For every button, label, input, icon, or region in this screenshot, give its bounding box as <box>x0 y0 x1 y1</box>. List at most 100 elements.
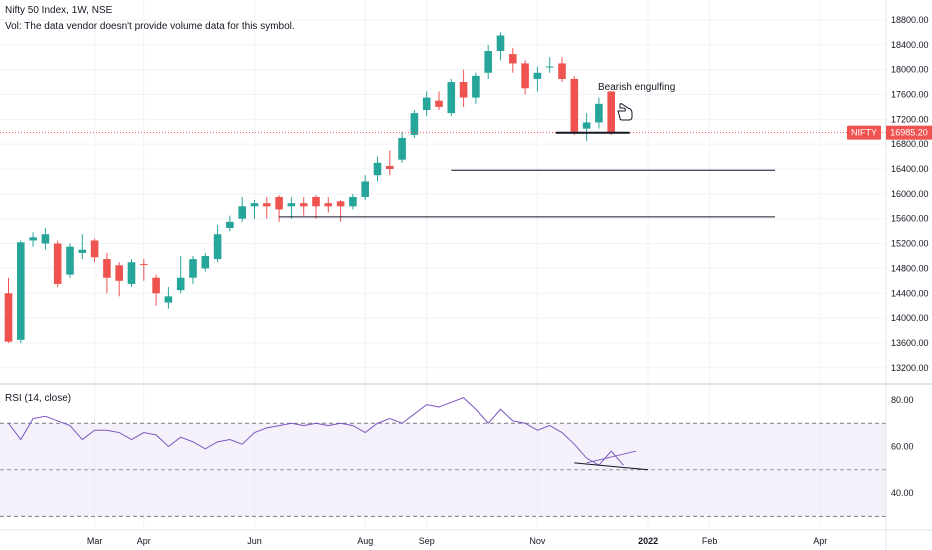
hand-shape <box>617 103 633 121</box>
candle-body <box>496 35 505 52</box>
candle-body <box>558 63 566 79</box>
candle-body <box>29 237 37 241</box>
candle-body <box>422 97 431 111</box>
candle-body <box>41 234 50 244</box>
candle-body <box>213 234 222 260</box>
price-tick-label: 16800.00 <box>891 139 929 149</box>
price-tick-label: 16000.00 <box>891 189 929 199</box>
rsi-tick-label: 40.00 <box>891 488 914 498</box>
candle-body <box>176 277 185 291</box>
candle-body <box>582 122 591 129</box>
price-tick-label: 18000.00 <box>891 65 929 75</box>
candle-body <box>312 196 320 207</box>
candle-body <box>66 246 74 275</box>
candle-body <box>115 265 123 281</box>
price-tick-label: 16400.00 <box>891 164 929 174</box>
price-tick-label: 13600.00 <box>891 338 929 348</box>
candle-body <box>250 203 259 207</box>
time-tick-label: Mar <box>87 536 103 546</box>
candle-body <box>4 293 13 342</box>
time-tick-label: Apr <box>137 536 151 546</box>
rsi-divergence-line <box>574 462 649 471</box>
volume-note: Vol: The data vendor doesn't provide vol… <box>5 21 295 32</box>
candle-body <box>299 203 308 207</box>
rsi-tick-label: 80.00 <box>891 395 914 405</box>
time-tick-label: Sep <box>419 536 435 546</box>
candle-body <box>447 82 456 114</box>
time-tick-label: 2022 <box>638 536 658 546</box>
candle-body <box>570 78 579 132</box>
price-tick-label: 14000.00 <box>891 313 929 323</box>
price-tick-label: 15600.00 <box>891 214 929 224</box>
candle-body <box>189 259 197 278</box>
candle-body <box>410 113 419 135</box>
rsi-tick-label: 60.00 <box>891 442 914 452</box>
candle-body <box>263 203 271 207</box>
price-tick-label: 18400.00 <box>891 40 929 50</box>
last-price-badge: NIFTY 16985.20 <box>847 125 932 140</box>
time-tick-label: Nov <box>529 536 546 546</box>
candle-body <box>164 296 173 303</box>
candlestick-series <box>4 32 615 343</box>
candle-body <box>386 165 394 170</box>
price-badge-value: 16985.20 <box>890 128 928 138</box>
pointing-hand-icon <box>617 103 633 121</box>
support-lines <box>0 131 886 218</box>
price-tick-label: 14400.00 <box>891 288 929 298</box>
candle-body <box>201 255 210 269</box>
rsi-axis-labels[interactable]: 80.00 60.00 40.00 <box>891 395 914 498</box>
candle-body <box>140 264 148 266</box>
candle-body <box>545 66 554 68</box>
candle-body <box>53 243 62 284</box>
candle-body <box>398 137 406 160</box>
price-tick-label: 17200.00 <box>891 114 929 124</box>
annotation-bearish-engulfing: Bearish engulfing <box>598 82 675 93</box>
candle-body <box>472 75 480 98</box>
candle-body <box>533 72 542 79</box>
candle-body <box>103 259 111 278</box>
candle-body <box>152 277 160 294</box>
price-badge-symbol-bg <box>847 125 881 140</box>
candle-body <box>349 196 357 207</box>
rsi-indicator-title[interactable]: RSI (14, close) <box>5 393 72 404</box>
time-tick-label: Jun <box>247 536 262 546</box>
price-tick-label: 18800.00 <box>891 15 929 25</box>
price-badge-value-bg <box>886 125 932 140</box>
candle-body <box>607 91 615 133</box>
candle-body <box>324 203 333 207</box>
candle-body <box>521 63 529 89</box>
candle-body <box>435 100 443 107</box>
time-tick-label: Aug <box>357 536 373 546</box>
candle-body <box>287 203 296 207</box>
price-tick-label: 14800.00 <box>891 263 929 273</box>
chart-title: Nifty 50 Index, 1W, NSE <box>5 5 113 16</box>
time-tick-label: Apr <box>813 536 827 546</box>
candle-body <box>78 249 87 253</box>
price-tick-label: 17600.00 <box>891 89 929 99</box>
annotations: Bearish engulfing <box>598 82 675 121</box>
price-tick-label: 15200.00 <box>891 239 929 249</box>
candle-body <box>238 206 246 219</box>
price-badge-symbol: NIFTY <box>851 128 877 138</box>
rsi-series <box>8 397 649 471</box>
candle-body <box>484 51 492 73</box>
candle-body <box>90 240 99 258</box>
price-tick-label: 13200.00 <box>891 363 929 373</box>
candle-body <box>336 201 345 207</box>
candle-body <box>127 262 136 284</box>
candle-body <box>275 196 283 210</box>
time-tick-label: Feb <box>702 536 718 546</box>
candle-body <box>361 181 369 197</box>
candle-body <box>509 54 517 64</box>
rsi-band-area <box>0 422 886 517</box>
candle-body <box>595 103 603 123</box>
price-axis-labels[interactable]: 18800.00 18400.00 18000.00 17600.00 17200.00… <box>891 15 929 373</box>
time-axis-labels[interactable]: Mar Apr Jun Aug Sep Nov 2022 Feb Apr <box>87 536 827 546</box>
candle-body <box>226 221 234 229</box>
candle-body <box>459 82 468 98</box>
candle-body <box>17 242 25 340</box>
rsi-line <box>8 397 624 466</box>
rsi-divergence-line-2 <box>586 450 636 464</box>
